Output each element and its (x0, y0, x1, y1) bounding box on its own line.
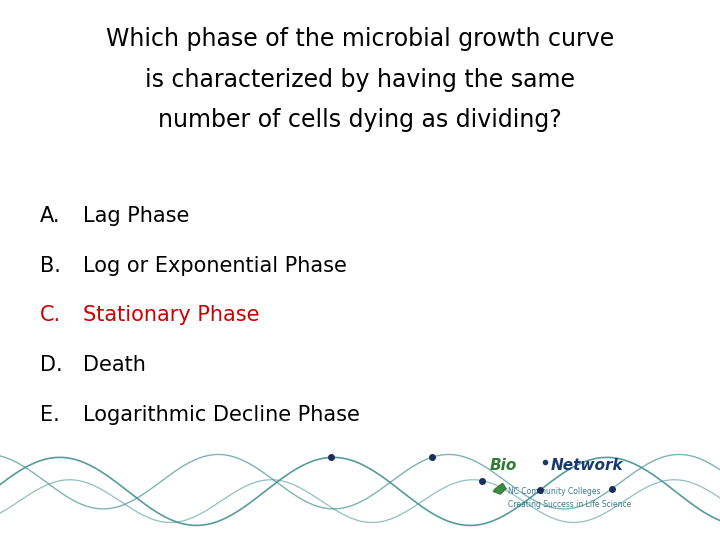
Polygon shape (493, 483, 506, 494)
Text: E.: E. (40, 404, 59, 425)
Text: Bio: Bio (490, 457, 517, 472)
Text: A.: A. (40, 206, 60, 226)
Text: is characterized by having the same: is characterized by having the same (145, 68, 575, 91)
Text: Which phase of the microbial growth curve: Which phase of the microbial growth curv… (106, 27, 614, 51)
Text: C.: C. (40, 305, 60, 326)
Text: Lag Phase: Lag Phase (83, 206, 189, 226)
Text: Logarithmic Decline Phase: Logarithmic Decline Phase (83, 404, 360, 425)
Text: B.: B. (40, 255, 60, 276)
Text: Log or Exponential Phase: Log or Exponential Phase (83, 255, 346, 276)
Text: Stationary Phase: Stationary Phase (83, 305, 259, 326)
Text: NC Community Colleges: NC Community Colleges (508, 487, 600, 496)
Text: Network: Network (551, 457, 624, 472)
Text: D.: D. (40, 355, 62, 375)
Text: number of cells dying as dividing?: number of cells dying as dividing? (158, 108, 562, 132)
Text: Death: Death (83, 355, 145, 375)
Text: Creating Success in Life Science: Creating Success in Life Science (508, 500, 631, 509)
